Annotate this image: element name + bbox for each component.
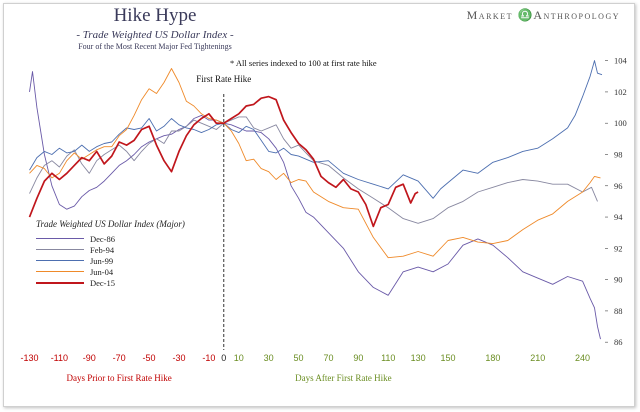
y-tick-label: 86: [614, 337, 623, 347]
x-axis-label-prior: Days Prior to First Rate Hike: [67, 373, 172, 383]
x-tick-label: 0: [221, 353, 226, 363]
x-tick-label: 110: [381, 353, 395, 363]
brand-right: Anthropology: [533, 8, 620, 22]
legend-label: Dec-86: [90, 233, 116, 244]
x-tick-label: 70: [323, 353, 333, 363]
brand-left: Market: [466, 8, 513, 22]
y-tick-label: 88: [614, 306, 623, 316]
x-tick-label: 90: [353, 353, 363, 363]
legend-item-jun-99: Jun-99: [36, 255, 186, 266]
legend-swatch: [36, 238, 84, 239]
legend-item-feb-94: Feb-94: [36, 244, 186, 255]
y-tick-label: 104: [614, 56, 628, 66]
legend-label: Dec-15: [90, 277, 116, 288]
y-tick-label: 100: [614, 118, 627, 128]
event-label: First Rate Hike: [196, 74, 251, 84]
legend-swatch: [36, 271, 84, 272]
x-tick-label: 50: [294, 353, 304, 363]
brand-logo: Market ♎ Anthropology: [467, 8, 620, 23]
x-tick-label: -30: [172, 353, 185, 363]
x-tick-label: 210: [530, 353, 545, 363]
legend: Trade Weighted US Dollar Index (Major) D…: [36, 219, 186, 288]
x-tick-label: -50: [143, 353, 156, 363]
x-tick-label: 150: [441, 353, 456, 363]
x-tick-label: -110: [51, 353, 68, 363]
indexed-annotation: * All series indexed to 100 at first rat…: [230, 58, 377, 68]
y-tick-label: 96: [614, 181, 623, 191]
brand-symbol-icon: ♎: [517, 8, 534, 22]
y-tick-label: 98: [614, 149, 623, 159]
legend-swatch: [36, 281, 84, 284]
legend-label: Feb-94: [90, 244, 115, 255]
x-axis-label-after: Days After First Rate Hike: [295, 373, 391, 383]
series-line-dec-86: [29, 71, 601, 340]
x-tick-label: -130: [20, 353, 38, 363]
series-line-dec-15: [28, 95, 419, 228]
x-tick-label: -90: [83, 353, 96, 363]
x-tick-label: 10: [234, 353, 244, 363]
x-tick-label: 30: [264, 353, 274, 363]
legend-item-jun-04: Jun-04: [36, 266, 186, 277]
x-tick-label: -70: [113, 353, 126, 363]
legend-title: Trade Weighted US Dollar Index (Major): [36, 219, 185, 229]
chart-subtitle: - Trade Weighted US Dollar Index -: [76, 29, 234, 41]
x-tick-label: -10: [202, 353, 215, 363]
series-line-jun-99: [29, 60, 603, 199]
series-line-jun-04: [29, 68, 601, 259]
x-tick-label: 130: [411, 353, 426, 363]
y-tick-label: 90: [614, 275, 623, 285]
legend-label: Jun-04: [90, 266, 114, 277]
legend-swatch: [36, 260, 84, 261]
chart-note: Four of the Most Recent Major Fed Tighte…: [78, 42, 232, 51]
chart-frame: [3, 3, 635, 407]
series-line-feb-94: [29, 116, 598, 224]
legend-label: Jun-99: [90, 255, 114, 266]
legend-item-dec-15: Dec-15: [36, 277, 186, 288]
chart-title: Hike Hype: [113, 5, 197, 26]
legend-swatch: [36, 249, 84, 250]
y-tick-label: 102: [614, 87, 627, 97]
y-tick-label: 92: [614, 243, 623, 253]
x-tick-label: 240: [575, 353, 590, 363]
legend-rows: Dec-86 Feb-94 Jun-99 Jun-04 Dec-15: [36, 233, 186, 288]
x-tick-label: 180: [485, 353, 500, 363]
legend-item-dec-86: Dec-86: [36, 233, 186, 244]
y-tick-label: 94: [614, 212, 623, 222]
